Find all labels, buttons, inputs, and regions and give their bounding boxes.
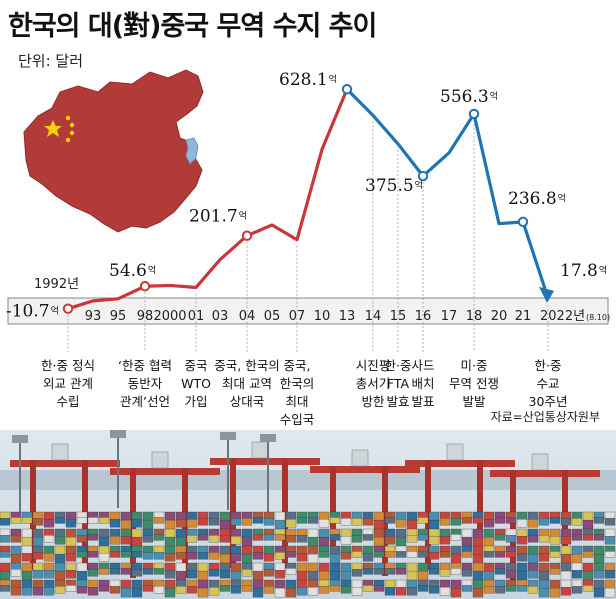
x-tick-label: 2000 bbox=[153, 309, 186, 324]
series-line-red bbox=[67, 88, 349, 311]
port-scene bbox=[0, 430, 616, 598]
crane-beam bbox=[405, 460, 515, 467]
crane-beam bbox=[490, 470, 600, 477]
x-tick-label: 1992년 bbox=[34, 277, 79, 292]
data-point-marker bbox=[62, 303, 74, 314]
value-label: 17.8억 bbox=[560, 261, 607, 281]
china-silhouette bbox=[23, 69, 204, 233]
star-icon bbox=[69, 130, 75, 136]
value-label: 54.6억 bbox=[109, 261, 156, 281]
x-tick-label: 05 bbox=[264, 309, 281, 324]
event-annotation: 한·중 정식 외교 관계 수립 bbox=[41, 358, 95, 409]
x-tick-label: 03 bbox=[212, 309, 229, 324]
value-label: 556.3억 bbox=[440, 87, 498, 107]
series-line-blue bbox=[345, 88, 547, 290]
container-port-photo bbox=[0, 430, 616, 599]
x-tick-label: 14 bbox=[365, 309, 382, 324]
event-annotation: 한·중 수교 30주년 bbox=[528, 358, 568, 409]
value-label: 628.1억 bbox=[279, 70, 337, 90]
arrowhead bbox=[539, 286, 554, 303]
data-point-marker bbox=[417, 170, 429, 182]
x-tick-label: 2022년(8.10) bbox=[540, 309, 610, 324]
data-point-marker bbox=[468, 108, 480, 120]
data-point-marker bbox=[241, 230, 253, 241]
x-tick-label: 17 bbox=[441, 309, 458, 324]
event-annotation: 미·중 무역 전쟁 발발 bbox=[449, 358, 499, 409]
chart-title: 한국의 대(對)중국 무역 수지 추이 bbox=[8, 11, 377, 42]
event-annotation: 사드 배치 발표 bbox=[411, 358, 435, 409]
data-point-marker bbox=[139, 281, 151, 292]
event-annotation: 중국, 한국의 최대 교역 상대국 bbox=[214, 358, 280, 409]
crane-beam bbox=[310, 466, 420, 473]
crane-beam bbox=[10, 460, 120, 467]
star-icon bbox=[65, 115, 71, 121]
x-tick-label: 21 bbox=[515, 309, 532, 324]
crane-leg bbox=[510, 470, 516, 580]
x-tick-label: 13 bbox=[339, 309, 356, 324]
crane-beam bbox=[110, 468, 220, 475]
x-tick-label: 10 bbox=[314, 309, 331, 324]
value-label: 375.5억 bbox=[365, 176, 423, 196]
data-point-marker bbox=[517, 216, 529, 228]
x-tick-label: 16 bbox=[415, 309, 432, 324]
x-axis-band bbox=[7, 297, 609, 325]
data-point-marker bbox=[341, 84, 353, 95]
korea-peninsula bbox=[185, 137, 199, 165]
value-label: -10.7억 bbox=[6, 302, 59, 322]
event-annotation: ‘한중 협력 동반자 관계’선언 bbox=[118, 358, 172, 409]
x-tick-label: 04 bbox=[239, 309, 256, 324]
value-label: 201.7억 bbox=[189, 207, 247, 227]
event-annotation: 중국 WTO 가입 bbox=[181, 358, 211, 409]
x-tick-label: 01 bbox=[188, 309, 205, 324]
event-annotation: 한·중 FTA 발효 bbox=[384, 358, 412, 409]
value-label: 236.8억 bbox=[508, 189, 566, 209]
x-tick-label: 95 bbox=[110, 309, 127, 324]
x-tick-label: 20 bbox=[491, 309, 508, 324]
x-tick-label: 93 bbox=[85, 309, 102, 324]
x-tick-label: 07 bbox=[289, 309, 306, 324]
event-annotation: 중국, 한국의 최대 수입국 bbox=[279, 358, 315, 427]
crane-beam bbox=[210, 458, 320, 465]
star-icon bbox=[44, 120, 62, 137]
star-icon bbox=[69, 122, 75, 128]
event-annotation: 시진핑 총서기 방한 bbox=[355, 358, 391, 409]
source-note: 자료=산업통상자원부 bbox=[490, 410, 600, 424]
star-icon bbox=[65, 137, 71, 143]
unit-label: 단위: 달러 bbox=[18, 52, 84, 70]
x-tick-label: 15 bbox=[390, 309, 407, 324]
china-map-icon bbox=[23, 69, 204, 233]
